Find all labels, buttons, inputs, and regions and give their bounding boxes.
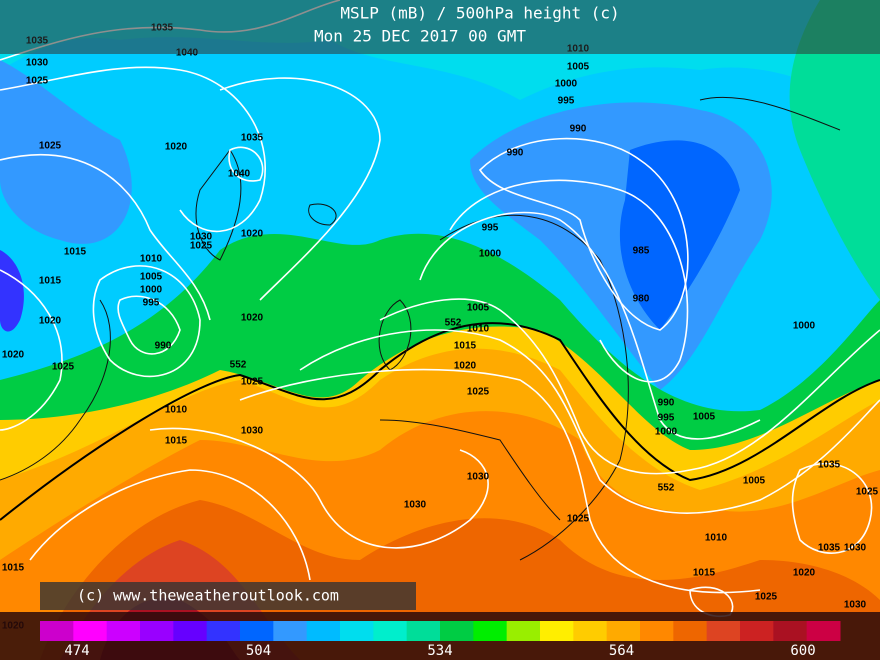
colorbar: 474 504 534 564 600 bbox=[40, 621, 841, 659]
isobar-label: 1030 bbox=[404, 500, 427, 511]
colorbar-label: 600 bbox=[790, 643, 815, 659]
colorbar-segment bbox=[606, 621, 641, 641]
colorbar-segment bbox=[773, 621, 808, 641]
isobar-label: 990 bbox=[658, 398, 675, 409]
colorbar-segment bbox=[573, 621, 608, 641]
isobar-label: 1010 bbox=[165, 405, 188, 416]
isobar-label: 1035 bbox=[241, 133, 264, 144]
isobar-label: 1030 bbox=[190, 232, 213, 243]
isobar-label: 1030 bbox=[467, 472, 490, 483]
isobar-label: 1015 bbox=[165, 436, 188, 447]
isobar-label: 995 bbox=[658, 413, 675, 424]
colorbar-segment bbox=[306, 621, 341, 641]
isobar-label: 1015 bbox=[454, 341, 477, 352]
isobar-label: 1020 bbox=[2, 350, 25, 361]
isobar-label: 990 bbox=[155, 341, 172, 352]
isobar-label: 1035 bbox=[818, 543, 841, 554]
isobar-label: 1040 bbox=[228, 169, 251, 180]
colorbar-label: 474 bbox=[64, 643, 89, 659]
isobar-label: 1020 bbox=[165, 142, 188, 153]
colorbar-segment bbox=[373, 621, 408, 641]
isobar-label: 1025 bbox=[467, 387, 490, 398]
isobar-label: 1005 bbox=[567, 62, 590, 73]
isobar-label: 1020 bbox=[454, 361, 477, 372]
isobar-label: 1020 bbox=[241, 313, 264, 324]
isobar-label: 1020 bbox=[241, 229, 264, 240]
isobar-label: 1035 bbox=[818, 460, 841, 471]
isobar-label: 995 bbox=[558, 96, 575, 107]
isobar-label: 1020 bbox=[793, 568, 816, 579]
isobar-label: 1015 bbox=[2, 563, 25, 574]
coastlines bbox=[0, 96, 841, 561]
isobar-label: 995 bbox=[143, 298, 160, 309]
isobar-label: 552 bbox=[445, 318, 462, 329]
isobar-label: 1030 bbox=[844, 543, 867, 554]
isobar-label: 990 bbox=[570, 124, 587, 135]
colorbar-segment bbox=[806, 621, 841, 641]
map-date: Mon 25 DEC 2017 00 GMT bbox=[314, 27, 526, 46]
isobar-label: 1025 bbox=[755, 592, 778, 603]
isobar-label: 1005 bbox=[743, 476, 766, 487]
colorbar-segment bbox=[640, 621, 674, 641]
colorbar-segment bbox=[740, 621, 774, 641]
colorbar-segment bbox=[240, 621, 274, 641]
isobar-label: 1030 bbox=[844, 600, 867, 611]
isobar-label: 1015 bbox=[693, 568, 716, 579]
colorbar-segment bbox=[540, 621, 574, 641]
colorbar-segment bbox=[506, 621, 541, 641]
isobar-label: 1010 bbox=[705, 533, 728, 544]
colorbar-segment bbox=[706, 621, 741, 641]
isobar-label: 1000 bbox=[555, 79, 578, 90]
isobar-label: 1000 bbox=[479, 249, 502, 260]
isobar-label: 1025 bbox=[567, 514, 590, 525]
isobar-label: 1005 bbox=[467, 303, 490, 314]
isobar-label: 980 bbox=[633, 294, 650, 305]
copyright: (c) www.theweatheroutlook.com bbox=[77, 587, 339, 605]
colorbar-segment bbox=[173, 621, 208, 641]
isobar-label: 1015 bbox=[64, 247, 87, 258]
isobar-label: 1000 bbox=[140, 285, 163, 296]
isobar-label: 1020 bbox=[39, 316, 62, 327]
isobar-label: 1025 bbox=[39, 141, 62, 152]
colorbar-segment bbox=[440, 621, 474, 641]
colorbar-segment bbox=[206, 621, 241, 641]
isobar-label: 990 bbox=[507, 148, 524, 159]
colorbar-segment bbox=[106, 621, 141, 641]
isobar-label: 1000 bbox=[793, 321, 816, 332]
isobar-label: 1030 bbox=[241, 426, 264, 437]
colorbar-segment bbox=[473, 621, 508, 641]
isobar-label: 1030 bbox=[26, 58, 49, 69]
isobar-label: 1015 bbox=[39, 276, 62, 287]
colorbar-segment bbox=[140, 621, 174, 641]
colorbar-label: 504 bbox=[246, 643, 271, 659]
colorbar-segment bbox=[273, 621, 308, 641]
isobar-label: 552 bbox=[230, 360, 247, 371]
isobar-label: 1005 bbox=[693, 412, 716, 423]
colorbar-segment bbox=[406, 621, 441, 641]
colorbar-segment bbox=[673, 621, 708, 641]
copyright-band bbox=[40, 582, 416, 610]
map-title: MSLP (mB) / 500hPa height (c) bbox=[340, 4, 619, 23]
colorbar-label: 564 bbox=[609, 643, 634, 659]
isobar-label: 1025 bbox=[241, 377, 264, 388]
isobar-label: 1025 bbox=[52, 362, 75, 373]
colorbar-segment bbox=[340, 621, 374, 641]
isobar-label: 1025 bbox=[190, 241, 213, 252]
isobar-label: 1000 bbox=[655, 427, 678, 438]
isobar-label: 1010 bbox=[140, 254, 163, 265]
isobar-label: 1010 bbox=[467, 324, 490, 335]
isobar-label: 985 bbox=[633, 246, 650, 257]
colorbar-segment bbox=[73, 621, 108, 641]
isobar-label: 552 bbox=[658, 483, 675, 494]
isobar-label: 995 bbox=[482, 223, 499, 234]
header-band bbox=[0, 0, 880, 54]
colorbar-label: 534 bbox=[427, 643, 452, 659]
isobar-label: 1025 bbox=[26, 76, 49, 87]
isobar-label: 1005 bbox=[140, 272, 163, 283]
isobar-label: 1025 bbox=[856, 487, 879, 498]
colorbar-segment bbox=[40, 621, 74, 641]
